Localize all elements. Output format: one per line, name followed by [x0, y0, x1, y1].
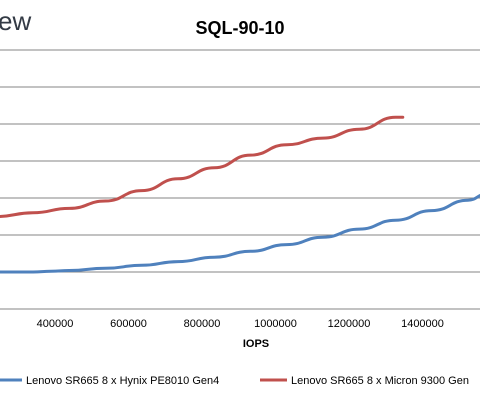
x-tick-label: 1200000 [328, 318, 371, 330]
gridlines [0, 49, 480, 273]
x-tick-label: 1000000 [254, 318, 297, 330]
series-line-2 [0, 115, 405, 218]
chart-title: SQL-90-10 [195, 18, 284, 38]
x-tick-label: 600000 [110, 318, 147, 330]
x-tick-label: 1400000 [401, 318, 444, 330]
x-tick-label: 400000 [37, 318, 74, 330]
logo-text: ew [0, 6, 31, 36]
x-tick-label: 800000 [184, 318, 221, 330]
x-tick-labels: 4000006000008000001000000120000014000001… [37, 318, 444, 330]
legend-label-1: Lenovo SR665 8 x Hynix PE8010 Gen4 [26, 375, 219, 387]
legend-label-2: Lenovo SR665 8 x Micron 9300 Gen [291, 375, 469, 387]
x-axis-label: IOPS [243, 338, 269, 350]
series-line-1 [0, 193, 480, 274]
legend: Lenovo SR665 8 x Hynix PE8010 Gen4 Lenovo… [0, 375, 469, 387]
series-lines [0, 115, 480, 274]
